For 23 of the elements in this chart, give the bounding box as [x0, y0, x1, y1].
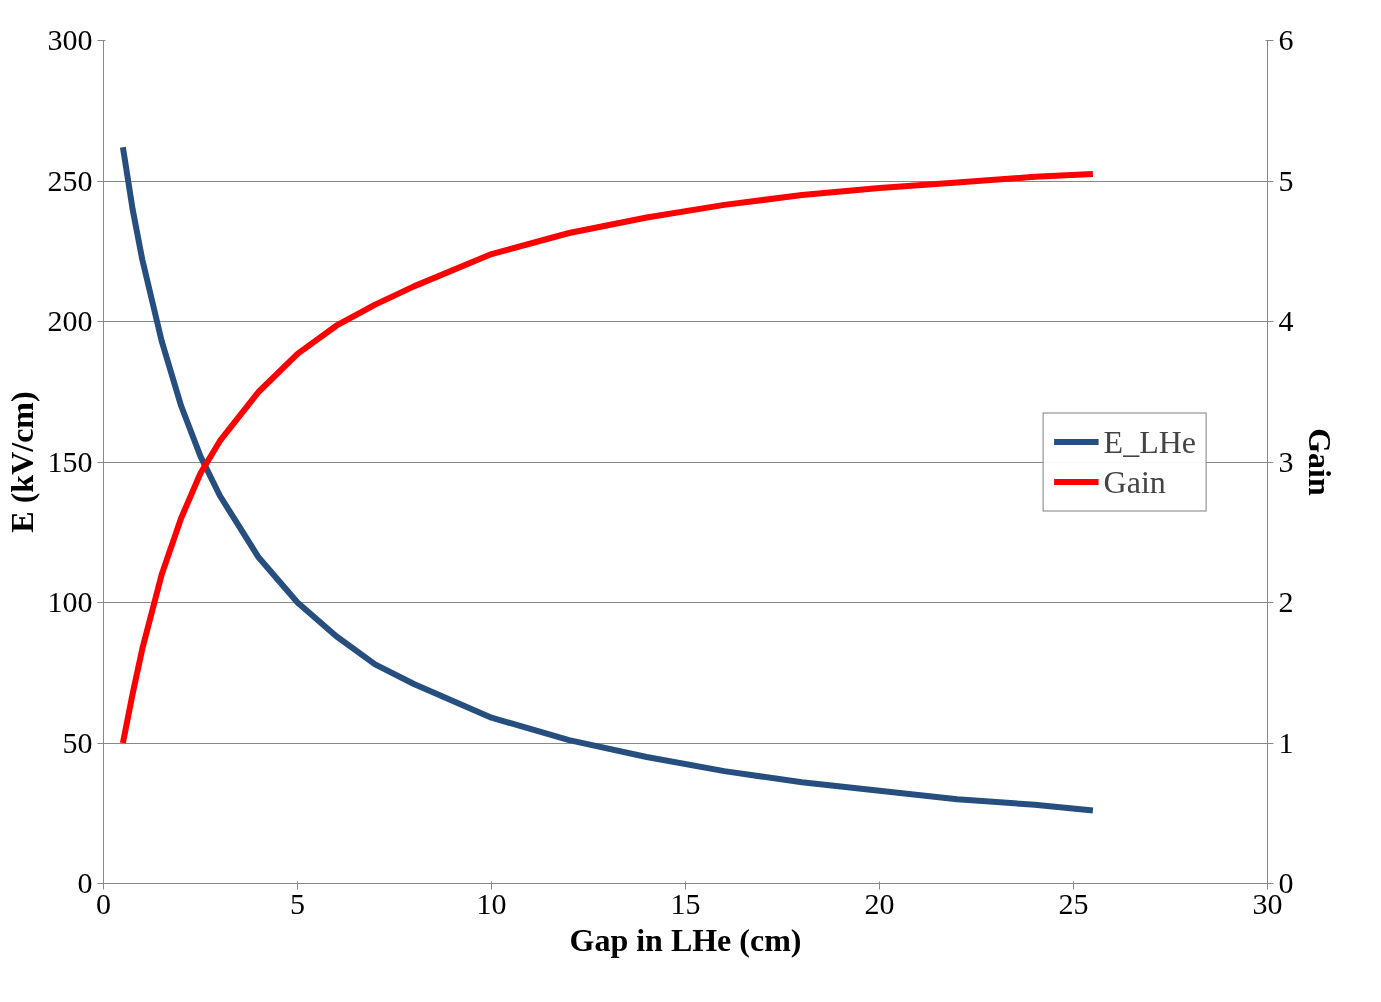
- y-tick-label: 200: [47, 304, 93, 337]
- y-tick-label: 100: [47, 585, 93, 618]
- x-tick-label: 5: [290, 886, 305, 920]
- y2-tick-label: 3: [1278, 444, 1294, 478]
- y2-tick-label: 4: [1278, 304, 1294, 337]
- y2-axis-title: Gain: [1301, 428, 1338, 496]
- y2-tick-label: 6: [1278, 23, 1294, 56]
- y2-tick-label: 2: [1278, 585, 1294, 618]
- legend-label: Gain: [1103, 463, 1166, 500]
- y-tick-label: 50: [62, 725, 93, 759]
- y-tick-label: 250: [47, 163, 93, 197]
- x-tick-label: 10: [476, 886, 507, 920]
- x-tick-label: 20: [864, 886, 895, 920]
- y-tick-label: 0: [77, 866, 93, 899]
- x-tick-label: 25: [1058, 886, 1089, 920]
- y-tick-label: 150: [47, 444, 93, 478]
- x-tick-label: 15: [670, 886, 701, 920]
- y2-tick-label: 1: [1278, 725, 1294, 759]
- y-tick-label: 300: [47, 23, 93, 56]
- legend-label: E_LHe: [1103, 423, 1196, 460]
- y-axis-title: E (kV/cm): [3, 391, 40, 533]
- x-axis-title: Gap in LHe (cm): [569, 921, 802, 958]
- y2-tick-label: 5: [1278, 163, 1294, 197]
